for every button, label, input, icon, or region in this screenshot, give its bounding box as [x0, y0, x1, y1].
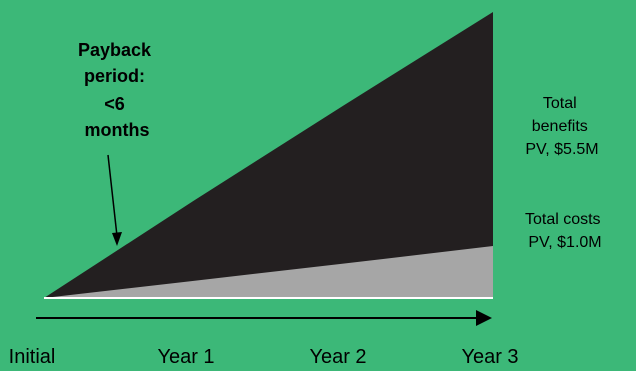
payback-callout-line: Payback	[78, 40, 152, 60]
total-benefits-area	[44, 12, 493, 298]
costs-label-line: PV, $1.0M	[528, 234, 601, 251]
x-tick-labels: Initial Year 1 Year 2 Year 3	[9, 346, 519, 368]
payback-callout: Payback period: <6 months	[78, 40, 156, 140]
time-axis-arrowhead	[476, 310, 492, 326]
x-tick-label: Initial	[9, 346, 56, 368]
benefits-label: Total benefits PV, $5.5M	[525, 95, 598, 158]
costs-label-line: Total costs	[525, 211, 601, 228]
benefits-label-line: Total	[543, 95, 577, 112]
x-tick-label: Year 1	[157, 346, 214, 368]
payback-pointer-arrowhead	[112, 232, 122, 246]
benefits-label-line: PV, $5.5M	[525, 141, 598, 158]
x-tick-label: Year 2	[309, 346, 366, 368]
costs-label: Total costs PV, $1.0M	[525, 211, 605, 251]
x-tick-label: Year 3	[461, 346, 518, 368]
payback-callout-line: period:	[84, 66, 145, 86]
total-costs-area	[44, 246, 493, 298]
benefits-label-line: benefits	[532, 118, 588, 135]
payback-pointer-arrow	[107, 154, 118, 237]
payback-callout-line: months	[85, 120, 150, 140]
payback-callout-line: <6	[104, 94, 125, 114]
